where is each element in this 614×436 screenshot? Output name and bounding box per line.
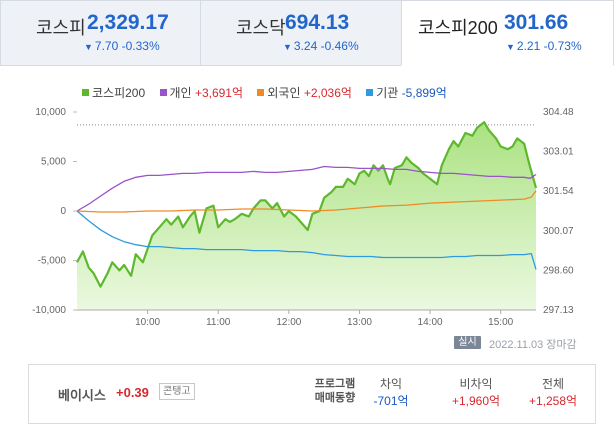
tab-kospi200[interactable]: 코스피200 301.66 ▼ 2.21 -0.73% [401,0,614,66]
legend-name: 코스피200 [92,86,146,100]
program-col-total: 전체 +1,258억 [513,376,593,410]
legend-value: +3,691억 [194,86,244,100]
chart-legend: 코스피200 개인 +3,691억 외국인 +2,036억 기관 -5,899억 [82,84,458,101]
tab-kospi200-change-value: 2.21 [516,39,541,53]
program-col-arbitrage: 차익 -701억 [351,376,431,410]
tab-kospi[interactable]: 코스피 2,329.17 ▼ 7.70 -0.33% [0,0,201,66]
x-tick-label: 10:00 [135,317,160,328]
y-left-tick-label: 0 [60,206,66,217]
intraday-chart: 10,000 5,000 0 -5,000 -10,000 304.48 303.01 301… [32,107,574,328]
tab-kospi-name: 코스피 [36,18,86,38]
y-left-tick-label: 5,000 [41,157,66,168]
program-trading-title: 프로그램 매매동향 [305,377,365,405]
contango-badge: 콘탱고 [159,383,195,400]
index-tabs: 코스피 2,329.17 ▼ 7.70 -0.33% 코스닥 694.13 ▼ 3.… [0,0,614,67]
legend-value: -5,899억 [401,86,447,100]
y-right-tick-label: 298.60 [543,265,574,276]
y-left-tick-label: -10,000 [32,305,66,316]
market-close-timestamp: 2022.11.03 장마감 [489,339,577,351]
legend-swatch-foreign [257,89,265,96]
tab-kospi200-value: 301.66 [504,11,569,34]
tab-kospi-change: ▼ 7.70 -0.33% [84,39,160,53]
tab-kosdaq[interactable]: 코스닥 694.13 ▼ 3.24 -0.46% [200,0,402,66]
x-tick-label: 11:00 [206,317,231,328]
legend-item-individual[interactable]: 개인 +3,691억 [159,84,244,101]
tab-kospi-value: 2,329.17 [87,11,169,34]
legend-swatch-kospi200 [82,89,89,96]
y-left-tick-label: -5,000 [38,256,67,267]
tab-kospi200-name: 코스피200 [418,18,498,38]
tab-kosdaq-value: 694.13 [285,11,350,34]
program-col-value: -701억 [373,394,409,408]
institution-line [76,210,537,270]
legend-item-foreign[interactable]: 외국인 +2,036억 [257,84,352,101]
basis-label: 베이시스 [58,388,106,403]
individual-line [76,165,537,212]
legend-item-kospi200[interactable]: 코스피200 [82,84,145,101]
kospi200-line [76,121,538,288]
x-tick-label: 14:00 [418,317,443,328]
tab-kosdaq-rate: -0.46% [320,39,359,53]
legend-name: 기관 [376,86,399,100]
tab-kosdaq-change-value: 3.24 [293,39,318,53]
y-right-tick-label: 300.07 [543,226,574,237]
program-col-non-arbitrage: 비차익 +1,960억 [436,376,516,410]
program-col-header: 차익 [379,377,403,391]
x-tick-label: 12:00 [276,317,301,328]
program-col-header: 비차익 [459,377,493,391]
x-tick-label: 15:00 [488,317,513,328]
y-right-tick-label: 304.48 [543,107,574,118]
down-triangle-icon: ▼ [84,42,93,52]
legend-name: 외국인 [267,86,301,100]
basis-value: +0.39 [116,385,149,400]
legend-swatch-individual [159,89,167,96]
kospi200-area [77,122,536,310]
y-right-tick-label: 303.01 [543,147,574,158]
foreign-line [76,190,537,213]
y-right-tick-label: 297.13 [543,305,574,316]
tab-kospi-rate: -0.33% [121,39,160,53]
legend-item-institution[interactable]: 기관 -5,899억 [366,84,447,101]
program-title-line2: 매매동향 [314,392,356,404]
y-right-tick-label: 301.54 [543,186,574,197]
tab-kospi-change-value: 7.70 [94,39,119,53]
realtime-badge[interactable]: 실시간 [454,336,481,361]
program-col-value: +1,258억 [528,394,578,408]
program-col-value: +1,960억 [451,394,501,408]
legend-value: +2,036억 [303,86,352,100]
legend-name: 개인 [169,86,192,100]
basis-program-panel: 베이시스 +0.39 콘탱고 프로그램 매매동향 차익 -701억 비차익 +1… [28,364,596,424]
program-title-line1: 프로그램 [314,378,356,390]
tab-kospi200-rate: -0.73% [543,39,582,53]
down-triangle-icon: ▼ [283,42,292,52]
legend-swatch-institution [366,89,374,96]
program-col-header: 전체 [541,377,565,391]
tab-kosdaq-change: ▼ 3.24 -0.46% [283,39,359,53]
down-triangle-icon: ▼ [506,42,515,52]
x-tick-label: 13:00 [347,317,372,328]
tab-kospi200-change: ▼ 2.21 -0.73% [506,39,582,53]
y-left-tick-label: 10,000 [35,107,66,118]
tab-kosdaq-name: 코스닥 [236,18,286,38]
